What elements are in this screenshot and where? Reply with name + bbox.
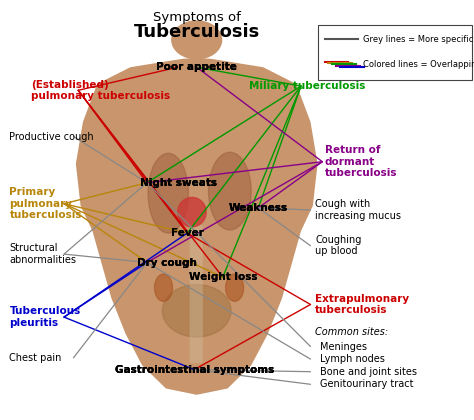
Text: Bone and joint sites: Bone and joint sites: [320, 367, 417, 377]
Text: Miliary tuberculosis: Miliary tuberculosis: [249, 81, 365, 91]
Text: Fever: Fever: [171, 228, 204, 238]
Text: Return of
dormant
tuberculosis: Return of dormant tuberculosis: [325, 145, 397, 178]
Ellipse shape: [178, 197, 206, 227]
Text: Chest pain: Chest pain: [9, 353, 62, 363]
Ellipse shape: [226, 274, 244, 302]
Text: Primary
pulmonary
tuberculosis: Primary pulmonary tuberculosis: [9, 187, 82, 220]
Text: Genitourinary tract: Genitourinary tract: [320, 379, 413, 389]
Text: Tuberculosis: Tuberculosis: [134, 23, 260, 41]
Text: Dry cough: Dry cough: [137, 257, 197, 268]
Ellipse shape: [155, 274, 173, 302]
Text: Grey lines = More specific: Grey lines = More specific: [363, 34, 473, 44]
Text: Dry cough: Dry cough: [137, 257, 197, 268]
Ellipse shape: [209, 152, 251, 230]
Text: (Established)
pulmonary tuberculosis: (Established) pulmonary tuberculosis: [31, 79, 170, 101]
Text: Tuberculous
pleuritis: Tuberculous pleuritis: [9, 306, 81, 328]
Text: Night sweats: Night sweats: [140, 178, 217, 188]
Text: Colored lines = Overlapping: Colored lines = Overlapping: [363, 60, 474, 69]
Text: Gastrointestinal symptoms: Gastrointestinal symptoms: [115, 365, 274, 375]
PathPatch shape: [76, 58, 318, 395]
Text: Meninges: Meninges: [320, 341, 367, 352]
Text: Lymph nodes: Lymph nodes: [320, 354, 385, 364]
Text: Coughing
up blood: Coughing up blood: [315, 235, 362, 257]
Text: Weight loss: Weight loss: [189, 272, 257, 282]
Text: Weakness: Weakness: [229, 203, 288, 213]
Text: Night sweats: Night sweats: [140, 178, 217, 188]
Ellipse shape: [148, 153, 188, 233]
Text: Poor appetite: Poor appetite: [156, 62, 237, 72]
Text: Extrapulmonary
tuberculosis: Extrapulmonary tuberculosis: [315, 294, 410, 315]
Text: Dry cough: Dry cough: [137, 257, 197, 268]
Text: Poor appetite: Poor appetite: [156, 62, 237, 72]
Text: Symptoms of: Symptoms of: [153, 10, 241, 24]
FancyBboxPatch shape: [318, 25, 472, 80]
Ellipse shape: [162, 285, 231, 337]
Text: Weakness: Weakness: [229, 203, 288, 213]
Ellipse shape: [172, 21, 221, 59]
Text: Structural
abnormalities: Structural abnormalities: [9, 243, 76, 265]
Text: Gastrointestinal symptoms: Gastrointestinal symptoms: [115, 365, 274, 375]
Text: Poor appetite: Poor appetite: [156, 62, 237, 72]
Text: Weakness: Weakness: [229, 203, 288, 213]
Text: Productive cough: Productive cough: [9, 131, 94, 142]
Text: Night sweats: Night sweats: [140, 178, 217, 188]
Text: Common sites:: Common sites:: [315, 327, 388, 337]
Text: Weight loss: Weight loss: [189, 272, 257, 282]
Text: Cough with
increasing mucus: Cough with increasing mucus: [315, 199, 401, 221]
Text: Gastrointestinal symptoms: Gastrointestinal symptoms: [115, 365, 274, 375]
Text: Fever: Fever: [171, 228, 204, 238]
FancyBboxPatch shape: [190, 225, 203, 363]
